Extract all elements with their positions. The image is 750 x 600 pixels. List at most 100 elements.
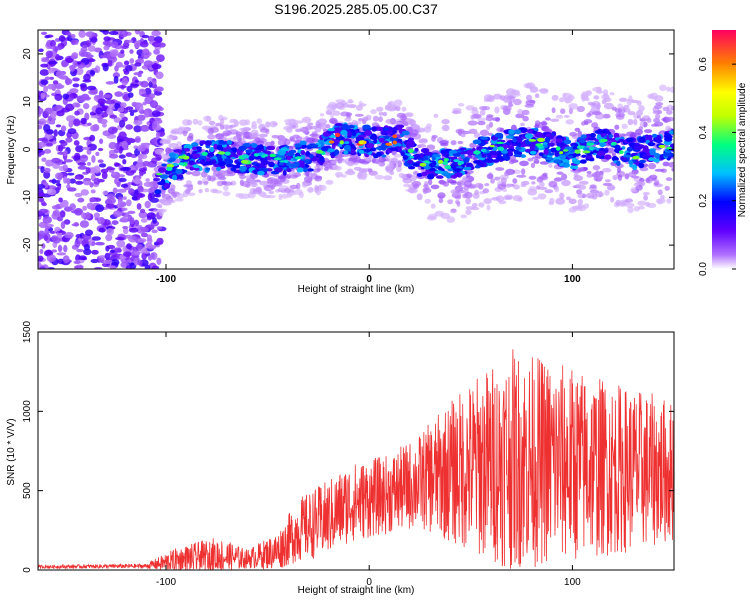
- spectrogram-blob: [657, 189, 663, 196]
- spectrogram-blob: [652, 110, 661, 115]
- spectrogram-blob: [607, 184, 616, 191]
- spectrogram-blob: [137, 114, 146, 121]
- spectrogram-blob: [422, 187, 428, 195]
- spectrogram-blob: [55, 124, 62, 128]
- spectrogram-blob: [577, 199, 584, 205]
- spectrogram-blob: [581, 95, 588, 100]
- spectrogram-ridge-blob: [343, 144, 351, 151]
- spectrogram-blob: [137, 144, 146, 152]
- spectrogram-blob: [472, 107, 478, 111]
- spectrogram-blob: [645, 201, 650, 207]
- spectrogram-ridge-blob: [262, 158, 268, 165]
- spectrogram-blob: [549, 118, 560, 123]
- spectrogram-blob: [642, 192, 650, 196]
- spectrogram-ridge-blob: [330, 154, 335, 159]
- spectrogram-ridge-blob: [414, 147, 419, 152]
- spectrogram-blob: [81, 212, 86, 219]
- spectrogram-blob: [86, 85, 97, 91]
- spectrogram-peak: [444, 165, 452, 170]
- spectrogram-blob: [65, 137, 73, 143]
- spectrogram-blob: [438, 197, 444, 204]
- spectrogram-peak: [156, 173, 163, 176]
- spectrogram-blob: [127, 39, 134, 43]
- spectrogram-blob: [484, 183, 490, 187]
- spectrogram-blob: [614, 108, 623, 114]
- spectrogram-ridge-blob: [453, 168, 462, 172]
- spectrogram-x-tick-label: -100: [156, 274, 176, 285]
- spectrogram-blob: [156, 237, 164, 245]
- spectrogram-blob: [569, 131, 578, 137]
- spectrogram-blob: [105, 81, 116, 85]
- spectrogram-blob: [121, 77, 129, 86]
- spectrogram-blob: [152, 62, 159, 70]
- spectrogram-ridge-blob: [270, 145, 276, 150]
- spectrogram-blob: [102, 259, 113, 265]
- spectrogram-ridge-blob: [596, 150, 606, 157]
- spectrogram-ridge-blob: [463, 166, 470, 171]
- spectrogram-blob: [128, 188, 135, 196]
- spectrogram-blob: [490, 178, 495, 184]
- spectrogram-blob: [393, 154, 402, 158]
- spectrogram-blob: [416, 193, 423, 201]
- spectrogram-ridge-blob: [451, 156, 458, 160]
- spectrogram-ridge-blob: [401, 130, 409, 135]
- spectrogram-blob: [144, 110, 150, 118]
- spectrogram-blob: [55, 70, 64, 78]
- spectrogram-blob: [96, 95, 105, 100]
- spectrogram-blob: [73, 140, 80, 146]
- spectrogram-ridge-blob: [193, 167, 200, 171]
- spectrogram-blob: [553, 177, 563, 182]
- spectrogram-ridge-blob: [507, 150, 513, 156]
- spectrogram-blob: [142, 48, 150, 54]
- spectrogram-blob: [133, 40, 141, 49]
- spectrogram-blob: [401, 106, 407, 112]
- spectrogram-ridge-blob: [648, 157, 655, 162]
- spectrogram-blob: [358, 171, 364, 177]
- spectrogram-ridge-blob: [638, 162, 645, 169]
- spectrogram-blob: [264, 141, 273, 147]
- spectrogram-blob: [389, 170, 395, 176]
- spectrogram-ridge-blob: [307, 168, 314, 172]
- spectrogram-blob: [87, 122, 92, 126]
- spectrogram-ridge-blob: [542, 141, 548, 146]
- spectrogram-ridge-blob: [593, 141, 599, 145]
- spectrogram-blob: [147, 187, 154, 194]
- spectrogram-blob: [259, 180, 269, 186]
- spectrogram-blob: [123, 60, 130, 66]
- spectrogram-blob: [483, 94, 494, 102]
- spectrogram-blob: [105, 99, 116, 105]
- spectrogram-blob: [148, 81, 153, 88]
- spectrogram-y-label: Frequency (Hz): [6, 116, 17, 185]
- spectrogram-ridge-blob: [554, 151, 560, 157]
- spectrogram-ridge-blob: [448, 149, 458, 154]
- spectrogram-blob: [161, 193, 172, 200]
- spectrogram-ridge-blob: [424, 151, 433, 156]
- spectrogram-blob: [548, 201, 554, 206]
- spectrogram-ridge-blob: [389, 147, 398, 151]
- spectrogram-ridge-blob: [579, 159, 587, 164]
- spectrogram-blob: [113, 247, 122, 252]
- spectrogram-blob: [141, 93, 151, 98]
- spectrogram-ridge-blob: [304, 159, 310, 164]
- spectrogram-peak: [423, 160, 430, 164]
- spectrogram-blob: [148, 93, 155, 99]
- spectrogram-blob: [576, 168, 584, 172]
- snr-marks: [38, 349, 674, 570]
- spectrogram-blob: [643, 194, 648, 201]
- spectrogram-blob: [108, 31, 119, 35]
- spectrogram-blob: [287, 191, 293, 198]
- spectrogram-blob: [83, 244, 90, 251]
- spectrogram-blob: [596, 172, 604, 180]
- spectrogram-peak: [241, 154, 249, 159]
- spectrogram-blob: [64, 232, 74, 239]
- spectrogram-blob: [431, 134, 438, 139]
- spectrogram-blob: [130, 250, 141, 256]
- spectrogram-blob: [534, 93, 540, 98]
- spectrogram-ridge-blob: [639, 159, 646, 164]
- spectrogram-ridge-blob: [280, 147, 289, 152]
- spectrogram-blob: [41, 243, 46, 249]
- spectrogram-blob: [87, 162, 91, 166]
- spectrogram-blob: [176, 193, 185, 199]
- spectrogram-blob: [664, 185, 670, 191]
- spectrogram-ridge-blob: [350, 148, 356, 154]
